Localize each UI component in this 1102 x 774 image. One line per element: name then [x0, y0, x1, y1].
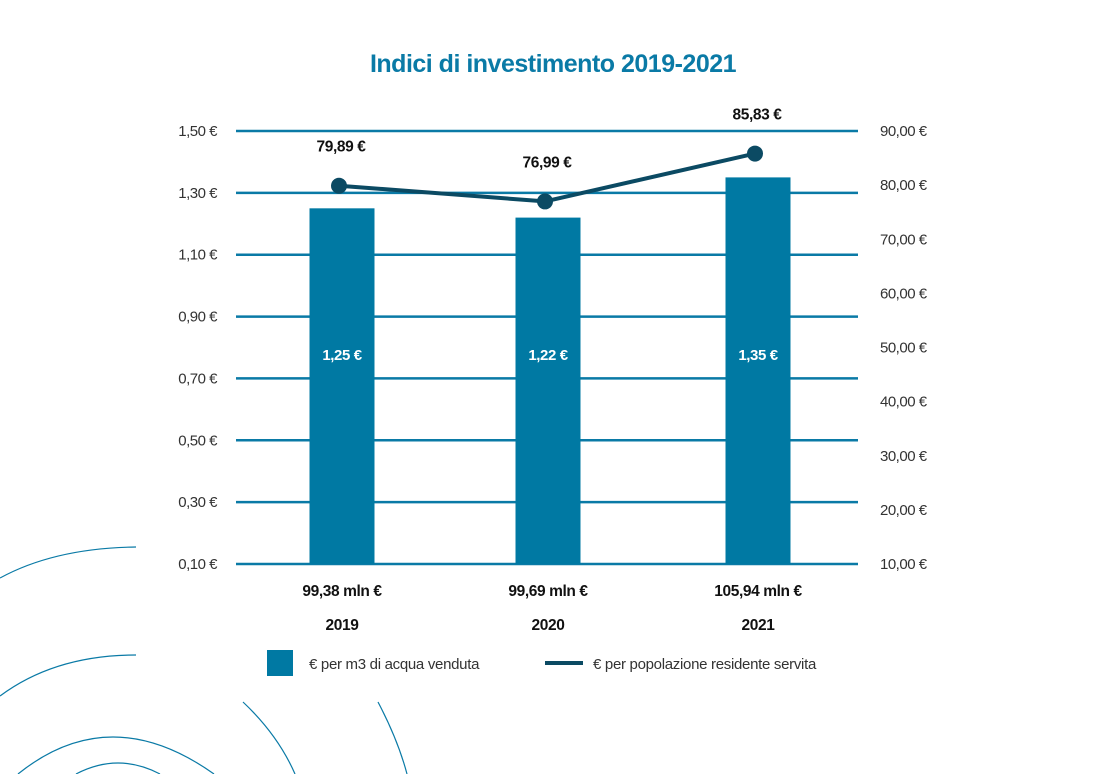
decorative-arc — [242, 701, 296, 774]
left-axis-tick-label: 1,30 € — [178, 185, 218, 202]
category-label: 2019 — [326, 617, 360, 634]
left-axis-tick-label: 0,50 € — [178, 432, 218, 449]
right-axis-tick-label: 10,00 € — [880, 556, 928, 573]
left-axis-tick-label: 0,70 € — [178, 370, 218, 387]
data-point — [331, 177, 347, 194]
data-point — [537, 193, 553, 210]
right-axis-ticks: 90,00 € 80,00 € 70,00 € 60,00 € 50,00 € 40,00… — [880, 123, 928, 573]
category-label: 2020 — [532, 617, 565, 634]
decorative-arc — [0, 546, 137, 579]
bar-value-labels: 1,25 € 1,22 € 1,35 € — [322, 347, 779, 364]
legend-bar-label: € per m3 di acqua venduta — [309, 656, 480, 673]
legend-bar-swatch — [267, 650, 293, 676]
decorative-arc — [377, 701, 408, 774]
right-axis-tick-label: 60,00 € — [880, 285, 928, 302]
left-axis-tick-label: 0,10 € — [178, 556, 218, 573]
right-axis-tick-label: 50,00 € — [880, 340, 928, 357]
data-point — [747, 145, 763, 162]
right-axis-tick-label: 40,00 € — [880, 394, 928, 411]
line-value-label: 76,99 € — [523, 154, 573, 171]
legend-line-swatch — [545, 661, 583, 665]
line-value-label: 85,83 € — [733, 107, 783, 124]
legend-line-label: € per popolazione residente servita — [593, 656, 817, 673]
bar-series — [309, 177, 791, 565]
chart-title: Indici di investimento 2019-2021 — [370, 50, 737, 78]
left-axis-tick-label: 0,30 € — [178, 494, 218, 511]
category-sublabel: 99,38 mln € — [302, 583, 382, 600]
left-axis-ticks: 1,50 € 1,30 € 1,10 € 0,90 € 0,70 € 0,50 € 0,30… — [178, 123, 218, 573]
bar-value-label: 1,35 € — [738, 347, 778, 364]
category-sublabel: 99,69 mln € — [508, 583, 588, 600]
line-series — [331, 145, 763, 210]
category-labels: 99,38 mln € 2019 99,69 mln € 2020 105,94 mln… — [302, 583, 802, 634]
right-axis-tick-label: 80,00 € — [880, 177, 928, 194]
bar — [515, 217, 581, 564]
left-axis-tick-label: 1,10 € — [178, 247, 218, 264]
category-sublabel: 105,94 mln € — [714, 583, 802, 600]
decorative-arc — [75, 762, 161, 774]
decorative-arc — [17, 736, 215, 774]
category-label: 2021 — [742, 617, 776, 634]
line-value-label: 79,89 € — [317, 139, 367, 156]
bar — [725, 177, 791, 564]
bar-value-label: 1,22 € — [528, 347, 568, 364]
right-axis-tick-label: 20,00 € — [880, 502, 928, 519]
bar — [309, 208, 375, 565]
bar-value-label: 1,25 € — [322, 347, 362, 364]
legend: € per m3 di acqua venduta € per popolazi… — [267, 650, 817, 676]
decorative-arcs — [0, 546, 408, 774]
decorative-arc — [0, 654, 137, 697]
right-axis-tick-label: 30,00 € — [880, 448, 928, 465]
left-axis-tick-label: 1,50 € — [178, 123, 218, 140]
line-value-labels: 79,89 € 76,99 € 85,83 € — [317, 107, 783, 172]
right-axis-tick-label: 90,00 € — [880, 123, 928, 140]
left-axis-tick-label: 0,90 € — [178, 309, 218, 326]
right-axis-tick-label: 70,00 € — [880, 231, 928, 248]
